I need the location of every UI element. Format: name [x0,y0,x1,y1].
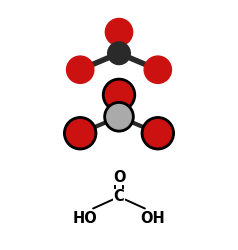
Text: OH: OH [141,211,165,226]
Circle shape [67,120,94,147]
Circle shape [107,104,131,129]
Circle shape [103,78,135,111]
Circle shape [104,102,134,132]
Text: C: C [114,189,124,204]
Text: O: O [113,170,125,185]
Circle shape [144,56,171,83]
Circle shape [105,18,133,46]
Circle shape [105,81,133,108]
Circle shape [108,42,130,64]
Text: HO: HO [73,211,97,226]
Circle shape [64,117,97,150]
Circle shape [67,56,94,83]
Circle shape [144,120,171,147]
Circle shape [141,117,174,150]
